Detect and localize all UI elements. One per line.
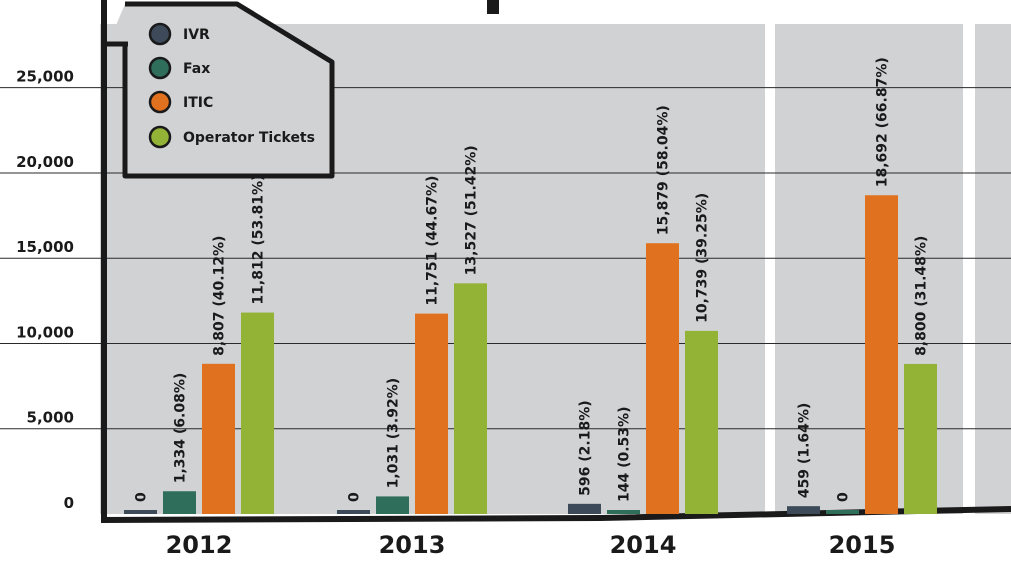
data-label: 13,527 (51.42%) bbox=[464, 145, 480, 275]
data-label: 8,800 (31.48%) bbox=[914, 236, 930, 356]
data-label: 11,812 (53.81%) bbox=[251, 175, 267, 305]
legend-swatch bbox=[148, 56, 172, 80]
panel-gap bbox=[765, 24, 775, 514]
y-tick-label: 20,000 bbox=[16, 153, 74, 171]
bar-ivr bbox=[568, 503, 601, 514]
bar-operator-tickets bbox=[904, 363, 937, 514]
top-stem bbox=[487, 0, 499, 14]
bar-fax bbox=[376, 496, 409, 514]
y-tick-label: 10,000 bbox=[16, 323, 74, 341]
data-label: 596 (2.18%) bbox=[578, 400, 594, 495]
legend-swatch bbox=[148, 90, 172, 114]
bar-ivr bbox=[337, 510, 370, 514]
bar-operator-tickets bbox=[241, 312, 274, 514]
x-tick-label: 2012 bbox=[166, 531, 233, 558]
bar-fax bbox=[607, 510, 640, 514]
bar-operator-tickets bbox=[454, 283, 487, 514]
legend-label: Fax bbox=[183, 61, 210, 77]
data-label: 1,334 (6.08%) bbox=[173, 373, 189, 484]
bar-itic bbox=[865, 195, 898, 515]
bar-itic bbox=[646, 243, 679, 515]
legend-label: Operator Tickets bbox=[183, 130, 315, 146]
data-label: 144 (0.53%) bbox=[617, 407, 633, 502]
data-label: 15,879 (58.04%) bbox=[656, 105, 672, 235]
bar-itic bbox=[202, 363, 235, 514]
legend-swatch bbox=[148, 22, 172, 46]
bar-operator-tickets bbox=[685, 330, 718, 514]
bar-fax bbox=[826, 510, 859, 514]
background-panel bbox=[975, 24, 1011, 514]
data-label: 10,739 (39.25%) bbox=[695, 193, 711, 323]
data-label: 1,031 (3.92%) bbox=[386, 378, 402, 489]
bar-ivr bbox=[787, 506, 820, 514]
panel-gap bbox=[963, 24, 975, 514]
data-label: 8,807 (40.12%) bbox=[212, 236, 228, 356]
y-tick-label: 5,000 bbox=[27, 409, 74, 427]
data-label: 0 bbox=[134, 492, 150, 502]
legend-label: ITIC bbox=[183, 95, 213, 111]
data-label: 459 (1.64%) bbox=[797, 403, 813, 498]
bar-itic bbox=[415, 313, 448, 514]
bar-fax bbox=[163, 491, 196, 514]
data-label: 0 bbox=[347, 492, 363, 502]
data-label: 11,751 (44.67%) bbox=[425, 176, 441, 306]
y-tick-label: 25,000 bbox=[16, 68, 74, 86]
x-tick-label: 2014 bbox=[610, 531, 677, 558]
data-label: 18,692 (66.87%) bbox=[875, 57, 891, 187]
data-label: 0 bbox=[836, 492, 852, 502]
y-tick-label: 15,000 bbox=[16, 238, 74, 256]
y-tick-label: 0 bbox=[64, 494, 74, 512]
bar-ivr bbox=[124, 510, 157, 514]
legend-swatch bbox=[148, 125, 172, 149]
x-tick-label: 2015 bbox=[829, 531, 896, 558]
x-tick-label: 2013 bbox=[379, 531, 446, 558]
legend-label: IVR bbox=[183, 27, 210, 43]
